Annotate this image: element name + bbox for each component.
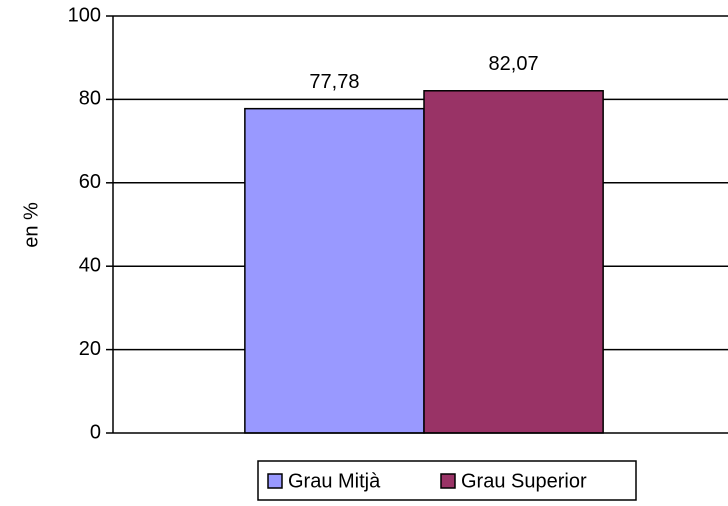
legend-swatch: [440, 473, 456, 489]
data-label: 77,78: [309, 71, 359, 93]
y-tick-label: 40: [79, 254, 101, 276]
data-label: 82,07: [489, 53, 539, 75]
y-tick-label: 100: [68, 4, 101, 26]
y-tick-label: 0: [90, 421, 101, 443]
y-tick-label: 20: [79, 338, 101, 360]
bar: [423, 90, 604, 434]
y-axis-label: en %: [20, 202, 42, 248]
y-tick-label: 80: [79, 88, 101, 110]
bar: [244, 107, 425, 434]
legend-label: Grau Superior: [461, 470, 587, 492]
legend-label: Grau Mitjà: [288, 470, 381, 492]
y-tick-label: 60: [79, 171, 101, 193]
legend-swatch: [267, 473, 283, 489]
